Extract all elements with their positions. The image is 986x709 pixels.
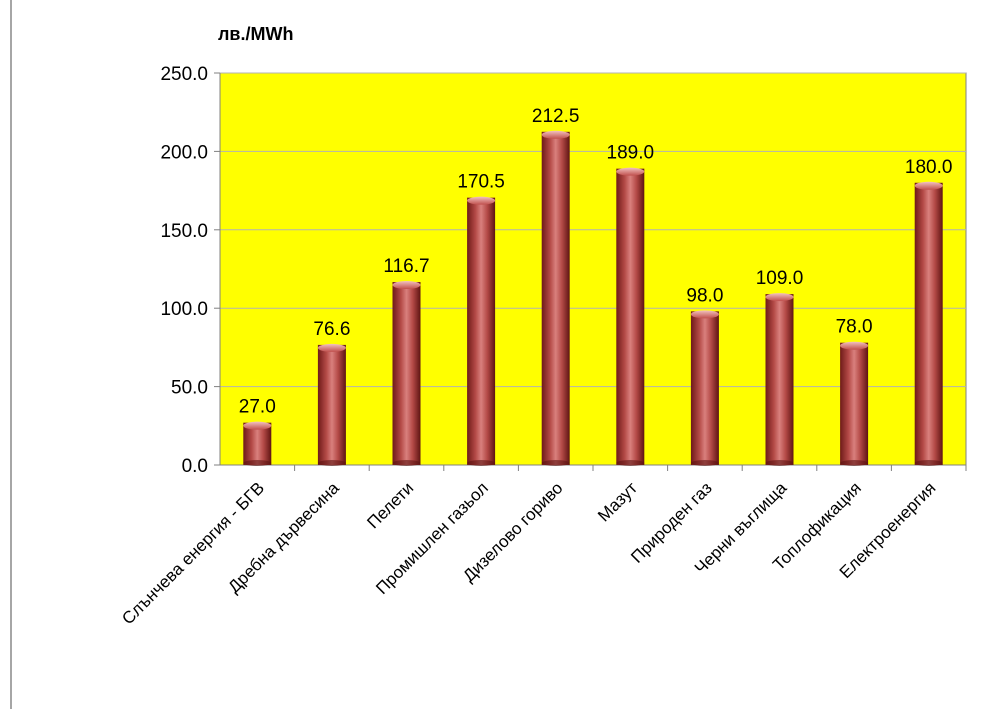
data-label: 98.0 [686, 285, 723, 306]
bar [914, 181, 943, 466]
y-tick-label: 150.0 [160, 221, 208, 242]
y-tick-label: 250.0 [160, 64, 208, 85]
y-tick-labels: 0.0 50.0 100.0 150.0 200.0 250.0 [160, 64, 220, 477]
data-labels: 27.0 76.6 116.7 170.5 212.5 189.0 98.0 109.0 78.… [239, 106, 953, 418]
bar-cap [541, 130, 570, 139]
data-label: 180.0 [905, 157, 953, 178]
bar-cap [467, 196, 496, 205]
bar-cap [317, 343, 346, 352]
bar-body [392, 282, 421, 465]
y-tick-label: 0.0 [182, 456, 208, 477]
data-label: 27.0 [239, 397, 276, 418]
data-label: 212.5 [532, 106, 580, 127]
bar-base [616, 460, 645, 466]
y-tick-label: 50.0 [171, 378, 208, 399]
data-label: 78.0 [836, 317, 873, 338]
bar-base [690, 460, 719, 466]
y-tick-label: 100.0 [160, 299, 208, 320]
data-label: 76.6 [313, 319, 350, 340]
category-label: Пелети [363, 478, 417, 532]
bars [243, 130, 943, 466]
y-unit-label: лв./MWh [218, 24, 293, 44]
bar-cap [616, 167, 645, 176]
bar [765, 293, 794, 466]
bar-cap [914, 181, 943, 190]
bar-body [840, 342, 869, 465]
bar-base [914, 460, 943, 466]
bar-cap [690, 310, 719, 319]
bar-base [243, 460, 272, 466]
bar-base [317, 460, 346, 466]
bar-body [467, 197, 496, 465]
bar-body [765, 294, 794, 465]
bar [467, 196, 496, 466]
bar-cap [840, 341, 869, 350]
bar [690, 310, 719, 466]
bar [616, 167, 645, 466]
bar-body [243, 422, 272, 465]
bar-body [690, 311, 719, 465]
bar-base [541, 460, 570, 466]
bar-base [467, 460, 496, 466]
bar-base [392, 460, 421, 466]
bar-cap [765, 293, 794, 302]
data-label: 170.5 [457, 172, 505, 193]
bar-cap [392, 281, 421, 290]
y-tick-label: 200.0 [160, 142, 208, 163]
bar [243, 421, 272, 466]
bar [317, 343, 346, 466]
left-border-rule [10, 0, 12, 709]
bar [392, 281, 421, 466]
data-label: 109.0 [756, 268, 804, 289]
data-label: 116.7 [383, 256, 429, 277]
category-label: Мазут [594, 478, 641, 525]
data-label: 189.0 [607, 143, 655, 164]
bar-body [541, 131, 570, 466]
category-label: Слънчева енергия - БГВ [118, 478, 268, 628]
bar [840, 341, 869, 466]
bar-base [840, 460, 869, 466]
bar-cap [243, 421, 272, 430]
bar-base [765, 460, 794, 466]
bar [541, 130, 570, 466]
bar-body [914, 182, 943, 465]
bar-body [616, 168, 645, 465]
bar-body [317, 344, 346, 465]
